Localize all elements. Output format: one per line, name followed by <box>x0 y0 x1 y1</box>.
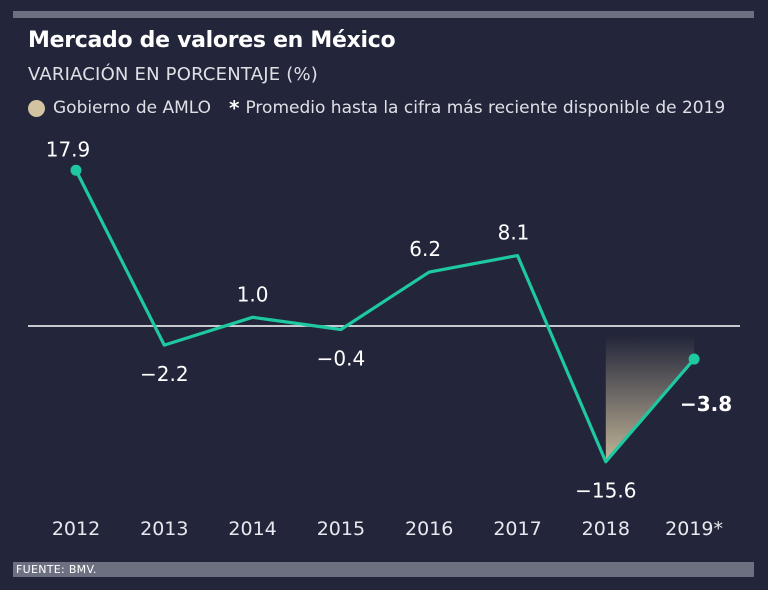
data-point-7 <box>688 353 700 365</box>
x-tick-label: 2012 <box>52 518 100 540</box>
top-rule <box>13 11 754 18</box>
x-tick-label: 2016 <box>405 518 453 540</box>
data-point-0 <box>70 164 82 176</box>
data-label: 17.9 <box>46 137 91 161</box>
x-tick-label: 2015 <box>317 518 365 540</box>
legend-swatch-amlo <box>28 99 45 117</box>
chart-title: Mercado de valores en México <box>28 28 396 53</box>
series-line <box>74 168 696 464</box>
source-note: FUENTE: BMV. <box>16 563 97 576</box>
data-label: −15.6 <box>575 479 636 503</box>
chart-subtitle: VARIACIÓN EN PORCENTAJE (%) <box>28 64 318 85</box>
x-tick-label: 2014 <box>228 518 276 540</box>
data-label: −0.4 <box>317 346 366 370</box>
x-tick-label: 2013 <box>140 518 188 540</box>
legend: Gobierno de AMLO * Promedio hasta la cif… <box>28 96 725 120</box>
x-tick-label: 2017 <box>493 518 541 540</box>
x-tick-label: 2019* <box>665 518 723 540</box>
legend-star: * <box>229 96 240 120</box>
legend-label-amlo: Gobierno de AMLO <box>53 98 212 118</box>
data-label: 8.1 <box>498 221 530 245</box>
amlo-highlight-area <box>605 336 695 462</box>
x-tick-label: 2018 <box>582 518 630 540</box>
data-label: 6.2 <box>409 237 441 261</box>
legend-note: Promedio hasta la cifra más reciente dis… <box>245 98 726 118</box>
data-label: 1.0 <box>237 282 269 306</box>
data-label: −3.8 <box>680 392 732 416</box>
data-label: −2.2 <box>140 362 189 386</box>
source-bar <box>13 562 754 577</box>
